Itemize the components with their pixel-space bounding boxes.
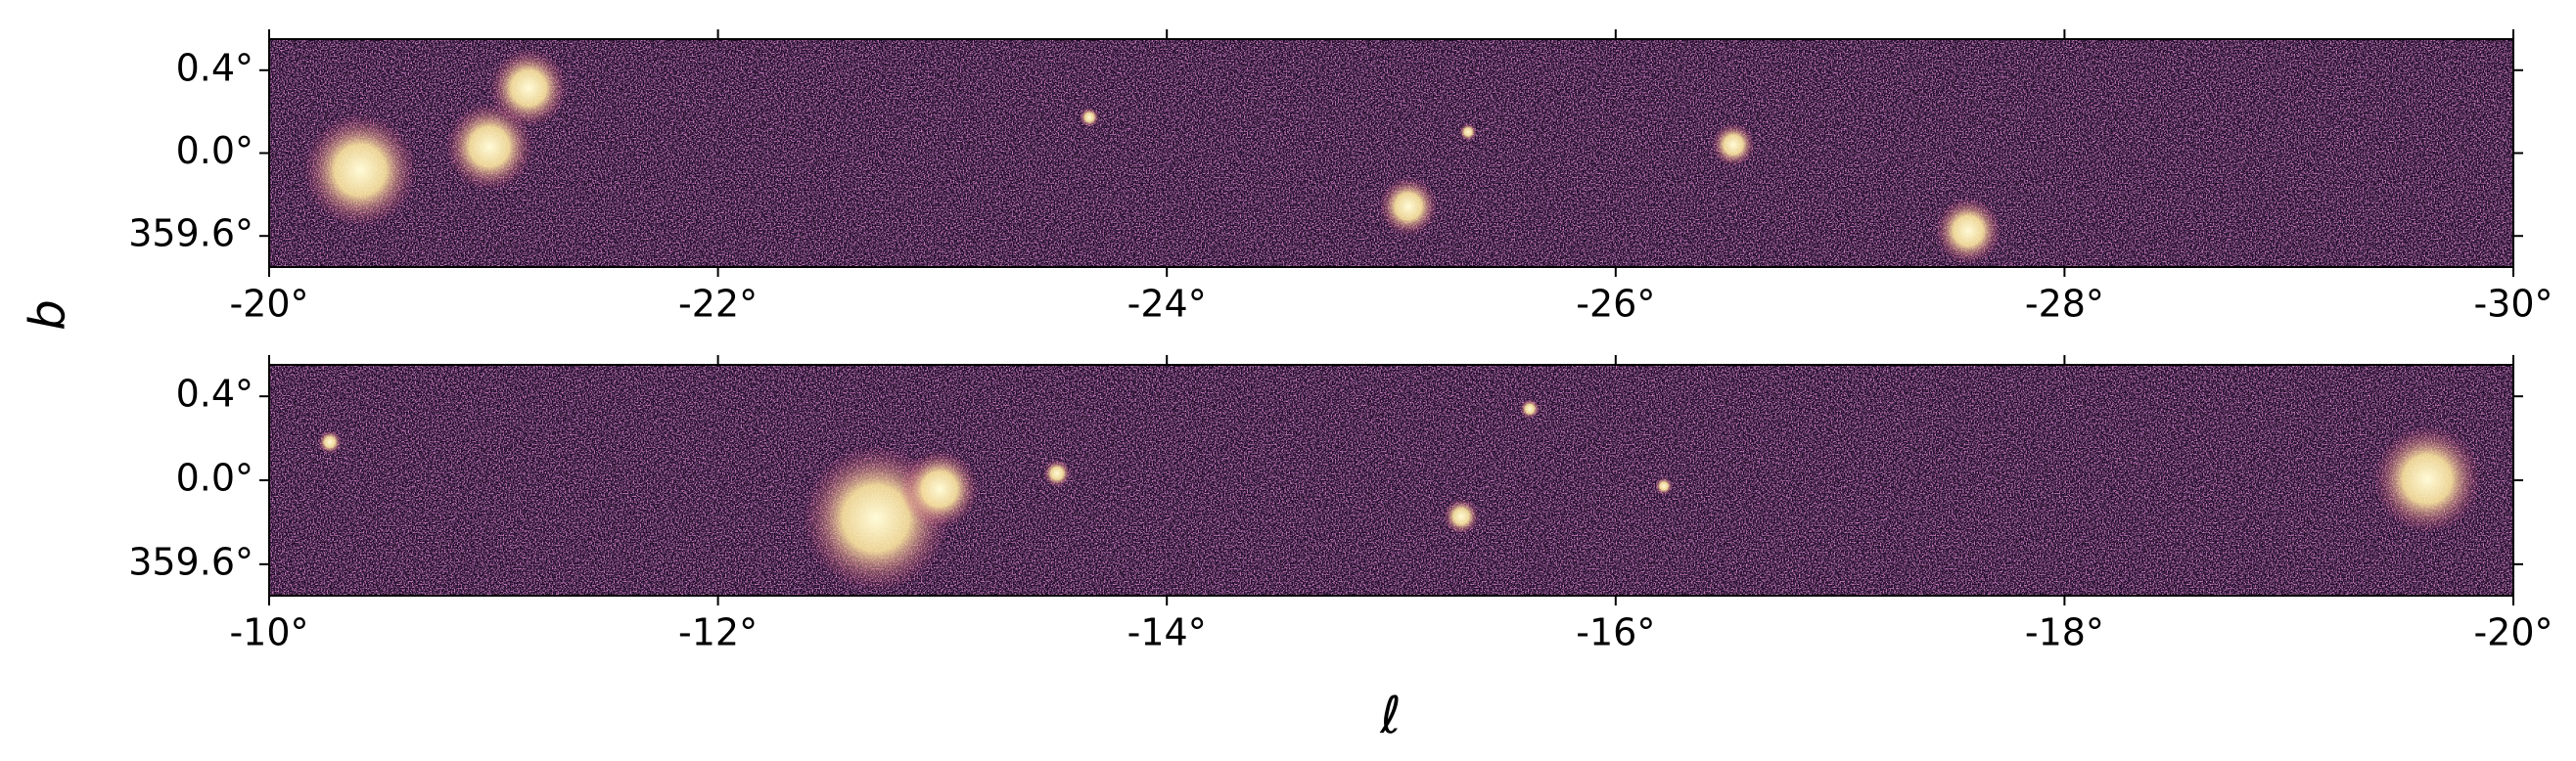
image-noise [269, 365, 2513, 596]
bright-source [445, 103, 533, 191]
x-tick-label: -30° [2473, 283, 2553, 326]
x-tick-label: -28° [2025, 283, 2104, 326]
x-axis-label: ℓ [1379, 687, 1401, 745]
bright-source [1935, 198, 2001, 264]
x-tick-label: -24° [1127, 283, 1207, 326]
x-tick-label: -14° [1127, 611, 1207, 654]
bright-source [1043, 460, 1071, 487]
x-tick-label: -22° [678, 283, 758, 326]
bright-source [900, 450, 979, 528]
panels: -20° -22° -24° -26° -28° -30°0.4°0.0°359.6°-1… [128, 29, 2553, 654]
y-tick-label: 359.6° [128, 212, 253, 255]
bright-source [303, 113, 417, 227]
bright-source [2373, 425, 2481, 533]
bright-source [1080, 108, 1099, 127]
bright-source [1379, 177, 1438, 236]
x-tick-label: -10° [229, 611, 308, 654]
bright-source [1655, 477, 1673, 495]
image-noise [269, 39, 2513, 267]
y-tick-label: 0.0° [176, 129, 253, 172]
bright-source [318, 430, 342, 454]
bright-source [1520, 399, 1540, 419]
bright-source [489, 49, 568, 127]
y-axis-label: b [20, 299, 76, 331]
bright-source [1712, 123, 1755, 166]
panel: -20° -22° -24° -26° -28° -30° 0.4° 0.0° 359.6° [128, 29, 2553, 326]
x-tick-label: -20° [229, 283, 308, 326]
y-tick-label: 0.0° [176, 457, 253, 500]
bright-source [1459, 123, 1477, 141]
x-tick-label: -20° [2473, 611, 2553, 654]
x-tick-label: -26° [1576, 283, 1655, 326]
x-tick-label: -18° [2025, 611, 2104, 654]
y-tick-label: 0.4° [176, 373, 253, 416]
y-tick-label: 359.6° [128, 540, 253, 583]
panel: -10° -12° -14° -16° -18° -20° 0.4° 0.0° 359.6° [128, 355, 2553, 654]
bright-source [1444, 499, 1479, 534]
x-tick-label: -16° [1576, 611, 1655, 654]
x-tick-label: -12° [678, 611, 758, 654]
y-tick-label: 0.4° [176, 46, 253, 89]
